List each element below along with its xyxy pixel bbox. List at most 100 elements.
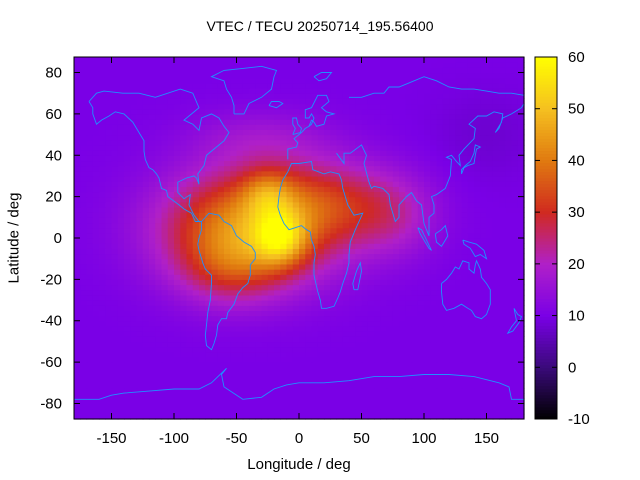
vtec-cell: [505, 119, 513, 125]
vtec-cell: [211, 181, 219, 187]
vtec-cell: [292, 284, 300, 291]
vtec-cell: [111, 294, 119, 301]
vtec-cell: [424, 227, 431, 234]
vtec-cell: [80, 67, 88, 74]
vtec-cell: [155, 129, 163, 136]
vtec-cell: [174, 139, 181, 146]
vtec-cell: [430, 341, 438, 348]
vtec-cell: [105, 367, 113, 374]
vtec-cell: [180, 134, 188, 141]
vtec-cell: [292, 222, 300, 229]
vtec-cell: [324, 284, 331, 291]
vtec-cell: [311, 103, 319, 110]
vtec-cell: [324, 325, 331, 332]
vtec-cell: [249, 67, 256, 74]
vtec-cell: [105, 227, 113, 234]
vtec-cell: [342, 77, 350, 84]
vtec-cell: [124, 398, 131, 405]
vtec-cell: [324, 88, 331, 94]
vtec-cell: [342, 217, 350, 224]
vtec-cell: [292, 103, 300, 110]
vtec-cell: [80, 201, 88, 208]
vtec-cell: [74, 253, 81, 260]
vtec-cell: [380, 346, 388, 353]
vtec-cell: [74, 175, 81, 182]
vtec-cell: [505, 206, 513, 213]
vtec-cell: [99, 382, 106, 389]
vtec-cell: [424, 341, 431, 348]
vtec-cell: [330, 393, 338, 399]
vtec-cell: [280, 150, 288, 156]
vtec-cell: [174, 160, 181, 167]
vtec-cell: [386, 212, 394, 218]
vtec-cell: [174, 336, 181, 343]
vtec-cell: [274, 382, 281, 389]
vtec-cell: [517, 232, 525, 239]
vtec-cell: [155, 279, 163, 286]
vtec-cell: [105, 165, 113, 172]
vtec-cell: [355, 341, 363, 348]
vtec-cell: [455, 325, 463, 332]
vtec-cell: [155, 165, 163, 172]
vtec-cell: [430, 372, 438, 379]
vtec-cell: [224, 165, 231, 172]
vtec-cell: [86, 382, 94, 389]
vtec-cell: [155, 310, 163, 317]
vtec-cell: [130, 212, 138, 218]
vtec-cell: [80, 377, 88, 384]
vtec-cell: [430, 346, 438, 353]
vtec-cell: [399, 88, 406, 94]
vtec-cell: [380, 88, 388, 94]
vtec-cell: [199, 129, 206, 136]
vtec-cell: [255, 367, 263, 374]
vtec-cell: [149, 222, 156, 229]
vtec-cell: [242, 325, 250, 332]
vtec-cell: [342, 144, 350, 151]
vtec-cell: [299, 98, 306, 105]
vtec-cell: [255, 77, 263, 84]
vtec-cell: [211, 284, 219, 291]
vtec-cell: [224, 160, 231, 167]
vtec-cell: [130, 300, 138, 306]
vtec-cell: [461, 113, 469, 120]
vtec-cell: [230, 403, 238, 410]
vtec-cell: [467, 82, 475, 89]
vtec-cell: [517, 310, 525, 317]
vtec-cell: [274, 93, 281, 99]
vtec-cell: [167, 310, 175, 317]
vtec-cell: [449, 274, 456, 280]
vtec-cell: [249, 201, 256, 208]
vtec-cell: [311, 325, 319, 332]
vtec-cell: [261, 108, 269, 115]
vtec-cell: [317, 341, 325, 348]
vtec-cell: [92, 248, 100, 255]
vtec-cell: [355, 82, 363, 89]
vtec-cell: [330, 238, 338, 244]
vtec-cell: [292, 372, 300, 379]
vtec-cell: [355, 289, 363, 296]
vtec-cell: [174, 144, 181, 151]
vtec-cell: [280, 186, 288, 193]
vtec-cell: [505, 98, 513, 105]
vtec-cell: [399, 108, 406, 115]
vtec-cell: [161, 258, 169, 265]
vtec-cell: [124, 336, 131, 343]
vtec-cell: [430, 382, 438, 389]
vtec-cell: [74, 181, 81, 187]
vtec-cell: [411, 367, 419, 374]
vtec-cell: [236, 320, 244, 327]
vtec-cell: [324, 289, 331, 296]
vtec-cell: [455, 217, 463, 224]
vtec-cell: [111, 320, 119, 327]
vtec-cell: [249, 134, 256, 141]
vtec-cell: [480, 408, 488, 415]
vtec-cell: [367, 67, 375, 74]
vtec-cell: [124, 238, 131, 244]
vtec-cell: [180, 113, 188, 120]
vtec-cell: [205, 134, 213, 141]
vtec-cell: [286, 393, 294, 399]
vtec-cell: [180, 139, 188, 146]
vtec-cell: [186, 155, 194, 162]
vtec-cell: [142, 300, 150, 306]
